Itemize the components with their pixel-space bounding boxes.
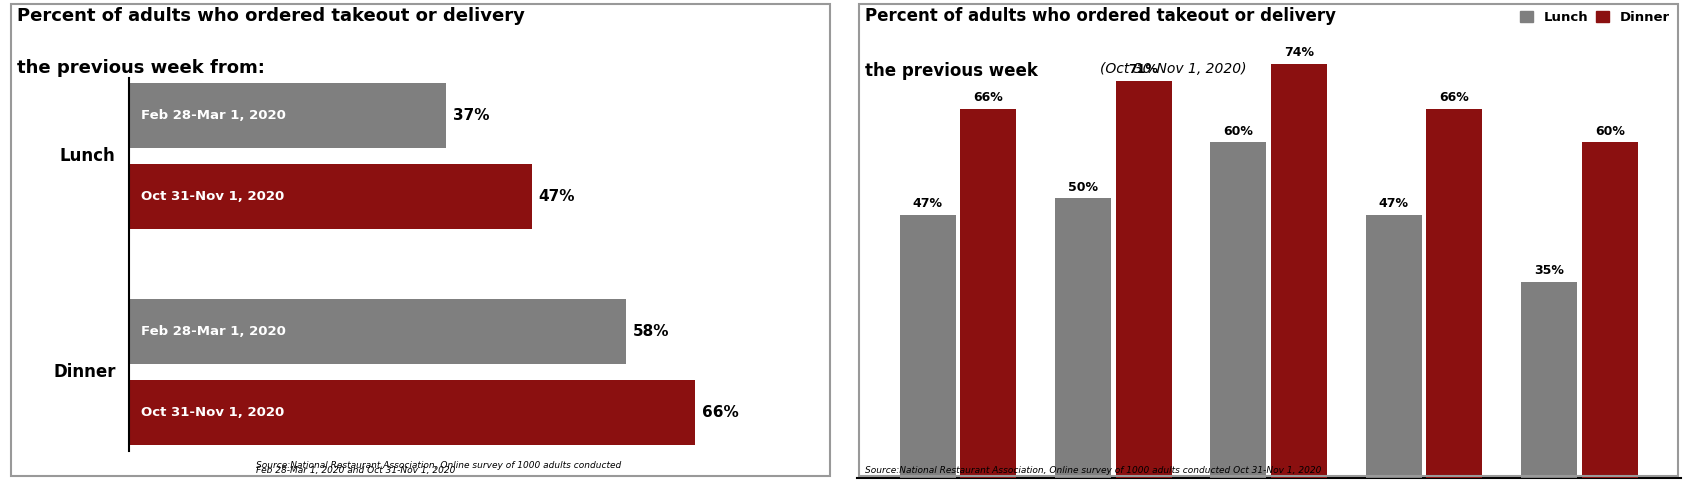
- Bar: [961, 108, 1017, 478]
- Text: Lunch: Lunch: [59, 147, 117, 165]
- Text: 37%: 37%: [453, 108, 490, 123]
- Text: 47%: 47%: [1378, 197, 1409, 210]
- Text: 35%: 35%: [1534, 264, 1564, 277]
- Text: 60%: 60%: [1594, 125, 1625, 138]
- Text: the previous week from:: the previous week from:: [17, 60, 265, 77]
- Text: the previous week: the previous week: [865, 62, 1039, 80]
- Text: 60%: 60%: [1223, 125, 1253, 138]
- Text: 58%: 58%: [633, 324, 669, 339]
- Bar: [900, 215, 956, 478]
- Text: 71%: 71%: [1128, 63, 1159, 76]
- Bar: [128, 300, 627, 364]
- Text: Feb 28-Mar 1, 2020: Feb 28-Mar 1, 2020: [142, 109, 287, 122]
- Text: 74%: 74%: [1284, 47, 1314, 60]
- Text: 47%: 47%: [539, 189, 576, 204]
- Text: Oct 31-Nov 1, 2020: Oct 31-Nov 1, 2020: [142, 406, 285, 420]
- Text: 66%: 66%: [701, 405, 738, 420]
- Bar: [1427, 108, 1483, 478]
- Text: Source:National Restaurant Association, Online survey of 1000 adults conducted: Source:National Restaurant Association, …: [255, 461, 622, 470]
- Text: Feb 28-Mar 1, 2020: Feb 28-Mar 1, 2020: [142, 325, 287, 338]
- Bar: [1272, 64, 1328, 478]
- Bar: [1056, 198, 1111, 478]
- Text: Percent of adults who ordered takeout or delivery: Percent of adults who ordered takeout or…: [17, 7, 525, 25]
- Text: Oct 31-Nov 1, 2020: Oct 31-Nov 1, 2020: [142, 190, 285, 204]
- Text: 50%: 50%: [1067, 180, 1098, 193]
- Bar: [1583, 142, 1638, 478]
- Bar: [1116, 81, 1172, 478]
- Text: Dinner: Dinner: [52, 363, 117, 381]
- Text: 66%: 66%: [1439, 91, 1469, 104]
- Text: (Oct 30-Nov 1, 2020): (Oct 30-Nov 1, 2020): [1100, 62, 1246, 76]
- Legend: Lunch, Dinner: Lunch, Dinner: [1520, 12, 1670, 24]
- Text: Percent of adults who ordered takeout or delivery: Percent of adults who ordered takeout or…: [865, 7, 1336, 25]
- Bar: [1522, 282, 1578, 478]
- Text: 66%: 66%: [973, 91, 1003, 104]
- Bar: [128, 380, 694, 445]
- Text: 47%: 47%: [912, 197, 942, 210]
- Bar: [1211, 142, 1267, 478]
- Bar: [128, 164, 532, 229]
- Bar: [1366, 215, 1422, 478]
- Text: Feb 28-Mar 1, 2020 and Oct 31-Nov 1, 2020: Feb 28-Mar 1, 2020 and Oct 31-Nov 1, 202…: [255, 466, 454, 475]
- Text: Source:National Restaurant Association, Online survey of 1000 adults conducted O: Source:National Restaurant Association, …: [865, 466, 1321, 475]
- Bar: [128, 84, 446, 148]
